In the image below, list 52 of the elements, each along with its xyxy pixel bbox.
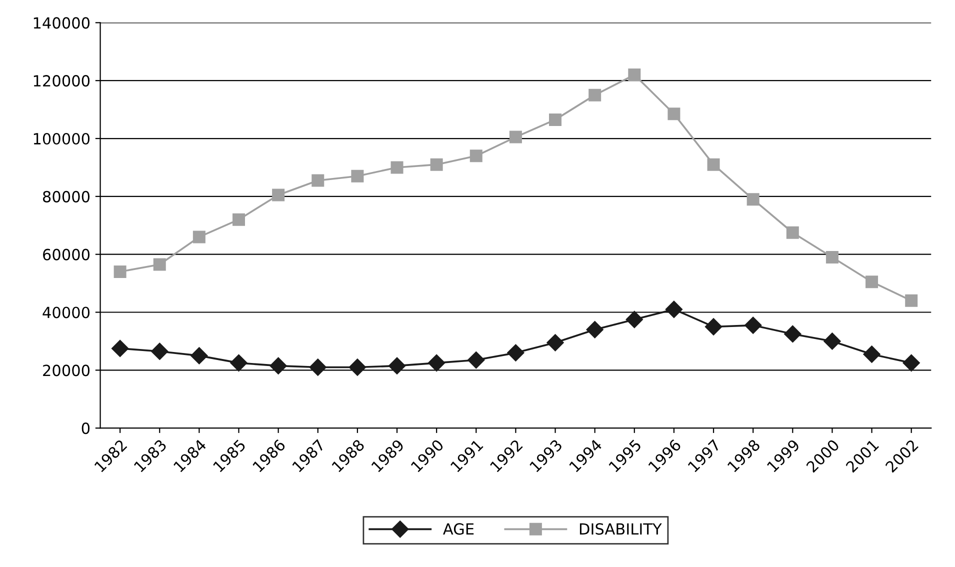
point xyxy=(468,351,485,369)
point xyxy=(348,358,366,376)
y-tick-label: 140000 xyxy=(34,17,90,29)
point xyxy=(866,276,878,288)
point xyxy=(707,158,720,171)
point xyxy=(507,344,524,362)
point xyxy=(388,357,406,374)
point xyxy=(272,188,285,202)
point xyxy=(351,170,364,182)
point xyxy=(744,316,762,334)
point xyxy=(270,357,287,374)
point xyxy=(312,174,324,187)
point xyxy=(665,300,683,318)
point xyxy=(509,130,522,144)
point xyxy=(588,88,602,102)
point xyxy=(902,354,920,372)
y-tick-label: 100000 xyxy=(34,132,90,145)
point xyxy=(390,161,404,174)
y-tick-label: 20000 xyxy=(43,364,90,376)
legend-label: AGE xyxy=(443,523,474,535)
y-tick-label: 0 xyxy=(82,422,90,434)
point xyxy=(784,325,802,343)
point xyxy=(153,258,166,271)
point xyxy=(430,158,443,171)
point xyxy=(470,150,482,162)
y-tick-label: 80000 xyxy=(42,190,90,202)
point xyxy=(190,347,208,364)
point xyxy=(704,318,722,336)
point xyxy=(746,193,760,206)
point xyxy=(309,358,326,376)
point xyxy=(549,113,562,126)
point xyxy=(232,213,245,226)
point xyxy=(230,354,248,372)
point xyxy=(546,334,564,352)
point xyxy=(905,294,918,307)
point xyxy=(192,230,206,244)
point xyxy=(824,332,841,350)
point xyxy=(626,310,643,328)
point xyxy=(428,354,446,372)
y-tick-label: 60000 xyxy=(43,248,90,260)
point xyxy=(628,68,641,82)
y-tick-label: 120000 xyxy=(34,75,90,87)
point xyxy=(826,250,838,264)
point xyxy=(112,340,129,358)
point xyxy=(151,342,168,360)
point xyxy=(586,321,604,338)
y-tick-label: 40000 xyxy=(42,306,90,318)
point xyxy=(863,346,880,363)
point xyxy=(114,265,126,278)
point xyxy=(668,108,680,120)
point xyxy=(786,226,799,239)
legend-label: DISABILITY xyxy=(580,523,662,535)
